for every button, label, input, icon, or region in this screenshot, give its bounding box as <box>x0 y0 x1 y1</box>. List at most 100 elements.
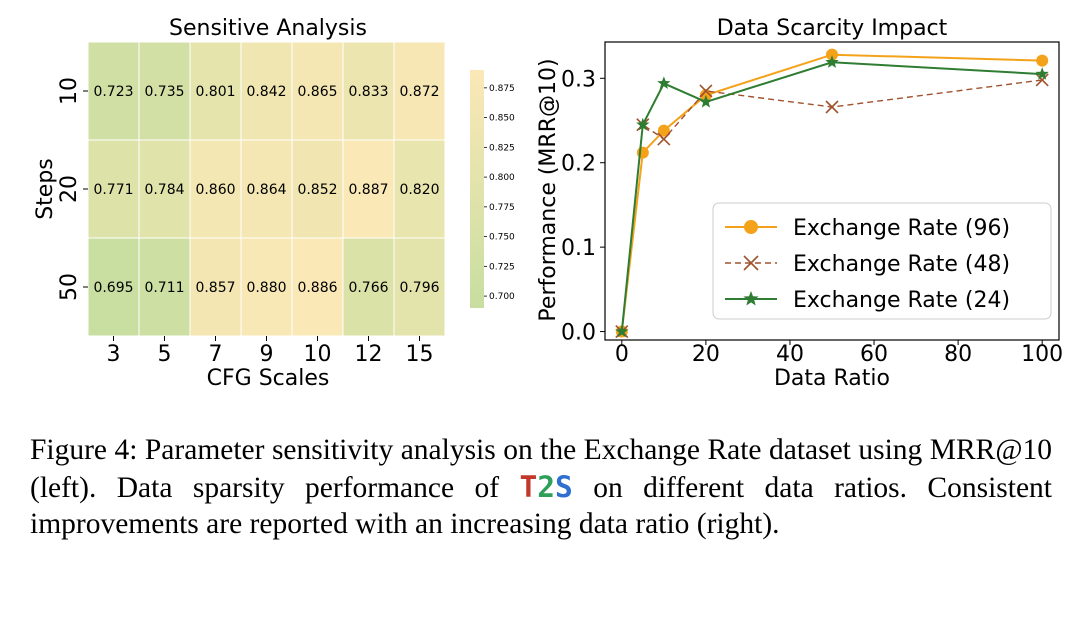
heatmap-cell-label: 0.880 <box>246 280 286 296</box>
brand-digit-2: 2 <box>537 469 556 504</box>
data-point-star <box>657 76 671 89</box>
data-point-star <box>743 291 759 306</box>
heatmap-y-axis-label: Steps <box>33 158 58 220</box>
heatmap-cell <box>393 139 446 239</box>
data-point-circle <box>1036 54 1049 67</box>
heatmap-cell-label: 0.723 <box>93 84 133 100</box>
heatmap-cell <box>189 237 242 337</box>
brand-letter-s: S <box>555 469 573 504</box>
heatmap-cell-label: 0.872 <box>399 84 439 100</box>
heatmap-cell <box>240 41 293 141</box>
figure-caption: Figure 4: Parameter sensitivity analysis… <box>30 432 1052 543</box>
heatmap-cell-label: 0.864 <box>246 182 286 198</box>
heatmap-cell-label: 0.865 <box>297 84 337 100</box>
colorbar-tick-label: 0.800 <box>489 173 515 183</box>
line-chart-x-tick-label: 40 <box>776 342 804 367</box>
colorbar-tick-label: 0.825 <box>489 143 515 153</box>
heatmap-chart: Sensitive Analysis 0.723 0.735 0.801 0.842 0… <box>33 16 515 391</box>
series-line <box>620 53 1043 332</box>
heatmap-cell <box>240 237 293 337</box>
heatmap-cell <box>342 41 395 141</box>
heatmap-y-tick-label: 50 <box>57 273 82 301</box>
heatmap-x-tick-label: 7 <box>209 342 223 367</box>
heatmap-cell-label: 0.860 <box>195 182 235 198</box>
line-chart-y-tick-label: 0.2 <box>561 152 596 177</box>
data-point-star <box>1035 67 1049 80</box>
legend-label: Exchange Rate (24) <box>793 288 1010 313</box>
colorbar-tick-label: 0.775 <box>489 203 515 213</box>
heatmap-x-tick-label: 9 <box>260 342 274 367</box>
heatmap-colorbar: 0.700 0.725 0.750 0.775 0.800 0.825 0.850 0.875 <box>470 70 515 308</box>
line-chart-y-tick-label: 0.0 <box>561 321 596 346</box>
line-chart-x-tick-label: 100 <box>1021 342 1063 367</box>
series-3 <box>615 55 1049 338</box>
heatmap-cell-label: 0.735 <box>144 84 184 100</box>
colorbar-tick-label: 0.875 <box>489 84 515 94</box>
heatmap-x-tick-label: 12 <box>355 342 383 367</box>
heatmap-cell-label: 0.711 <box>144 280 184 296</box>
heatmap-y-tick-label: 10 <box>57 77 82 105</box>
data-point-star <box>825 55 839 68</box>
heatmap-x-tick-label: 15 <box>406 342 434 367</box>
heatmap-cell <box>87 41 140 141</box>
line-chart-x-tick-label: 80 <box>944 342 972 367</box>
colorbar-gradient <box>470 70 484 308</box>
caption-text-before: Figure 4: Parameter sensitivity analysis… <box>30 434 1052 504</box>
line-chart-x-ticks: 0 20 40 60 80 100 <box>615 340 1063 367</box>
line-chart-x-axis-label: Data Ratio <box>774 366 890 391</box>
heatmap-title: Sensitive Analysis <box>169 16 367 41</box>
heatmap-cell-label: 0.695 <box>93 280 133 296</box>
heatmap-cells: 0.723 0.735 0.801 0.842 0.865 0.833 0.872 0.771… <box>87 41 446 337</box>
heatmap-cell <box>138 237 191 337</box>
heatmap-x-axis-label: CFG Scales <box>207 366 330 391</box>
heatmap-cell-label: 0.833 <box>348 84 388 100</box>
data-point-x <box>1035 73 1049 87</box>
data-point-x <box>825 100 839 114</box>
heatmap-cell <box>291 139 344 239</box>
line-chart-frame <box>604 41 1060 341</box>
line-chart-y-tick-label: 0.3 <box>561 67 596 92</box>
colorbar-tick-label: 0.750 <box>489 233 515 243</box>
line-chart-x-tick-label: 20 <box>692 342 720 367</box>
heatmap-cell <box>138 41 191 141</box>
line-chart-x-tick-label: 0 <box>615 342 629 367</box>
figure-4: Sensitive Analysis 0.723 0.735 0.801 0.842 0… <box>33 16 1063 391</box>
line-chart-x-tick-label: 60 <box>860 342 888 367</box>
heatmap-x-tick-label: 3 <box>107 342 121 367</box>
heatmap-cell-label: 0.820 <box>399 182 439 198</box>
heatmap-cell-label: 0.887 <box>348 182 388 198</box>
heatmap-cell-label: 0.796 <box>399 280 439 296</box>
heatmap-y-tick-label: 20 <box>57 175 82 203</box>
line-chart-series <box>615 48 1049 339</box>
caption-text-after: on different data ratios. Consistent imp… <box>30 471 1052 541</box>
legend-label: Exchange Rate (48) <box>793 252 1010 277</box>
line-chart-y-tick-label: 0.1 <box>561 236 596 261</box>
heatmap-cell <box>189 41 242 141</box>
brand-logo: T2S <box>519 469 573 504</box>
legend-box <box>712 202 1052 320</box>
heatmap-cell-label: 0.784 <box>144 182 184 198</box>
heatmap-x-tick-label: 10 <box>304 342 332 367</box>
colorbar-tick-label: 0.700 <box>489 292 515 302</box>
data-point-circle <box>744 220 758 234</box>
heatmap-cell-label: 0.842 <box>246 84 286 100</box>
data-point-circle <box>657 124 670 137</box>
colorbar-tick-label: 0.850 <box>489 114 515 124</box>
line-chart-title: Data Scarcity Impact <box>717 16 948 41</box>
heatmap-cell-label: 0.766 <box>348 280 388 296</box>
heatmap-x-ticks: 3 5 7 9 10 12 15 <box>107 336 434 367</box>
data-point-x <box>699 84 713 98</box>
heatmap-cell <box>291 237 344 337</box>
heatmap-cell-label: 0.801 <box>195 84 235 100</box>
data-point-star <box>636 117 650 131</box>
colorbar-tick-label: 0.725 <box>489 262 515 272</box>
series-line <box>620 61 1043 332</box>
data-point-circle <box>826 48 838 61</box>
heatmap-cell-label: 0.771 <box>93 182 133 198</box>
data-point-x <box>743 255 759 271</box>
heatmap-cell-label: 0.886 <box>297 280 337 296</box>
brand-letter-t: T <box>519 469 538 504</box>
data-point-star <box>615 324 629 338</box>
line-chart-y-axis-label: Performance (MRR@10) <box>536 58 561 321</box>
line-chart: Data Scarcity Impact 0 20 40 60 80 100 0.0 0.1… <box>536 16 1063 391</box>
